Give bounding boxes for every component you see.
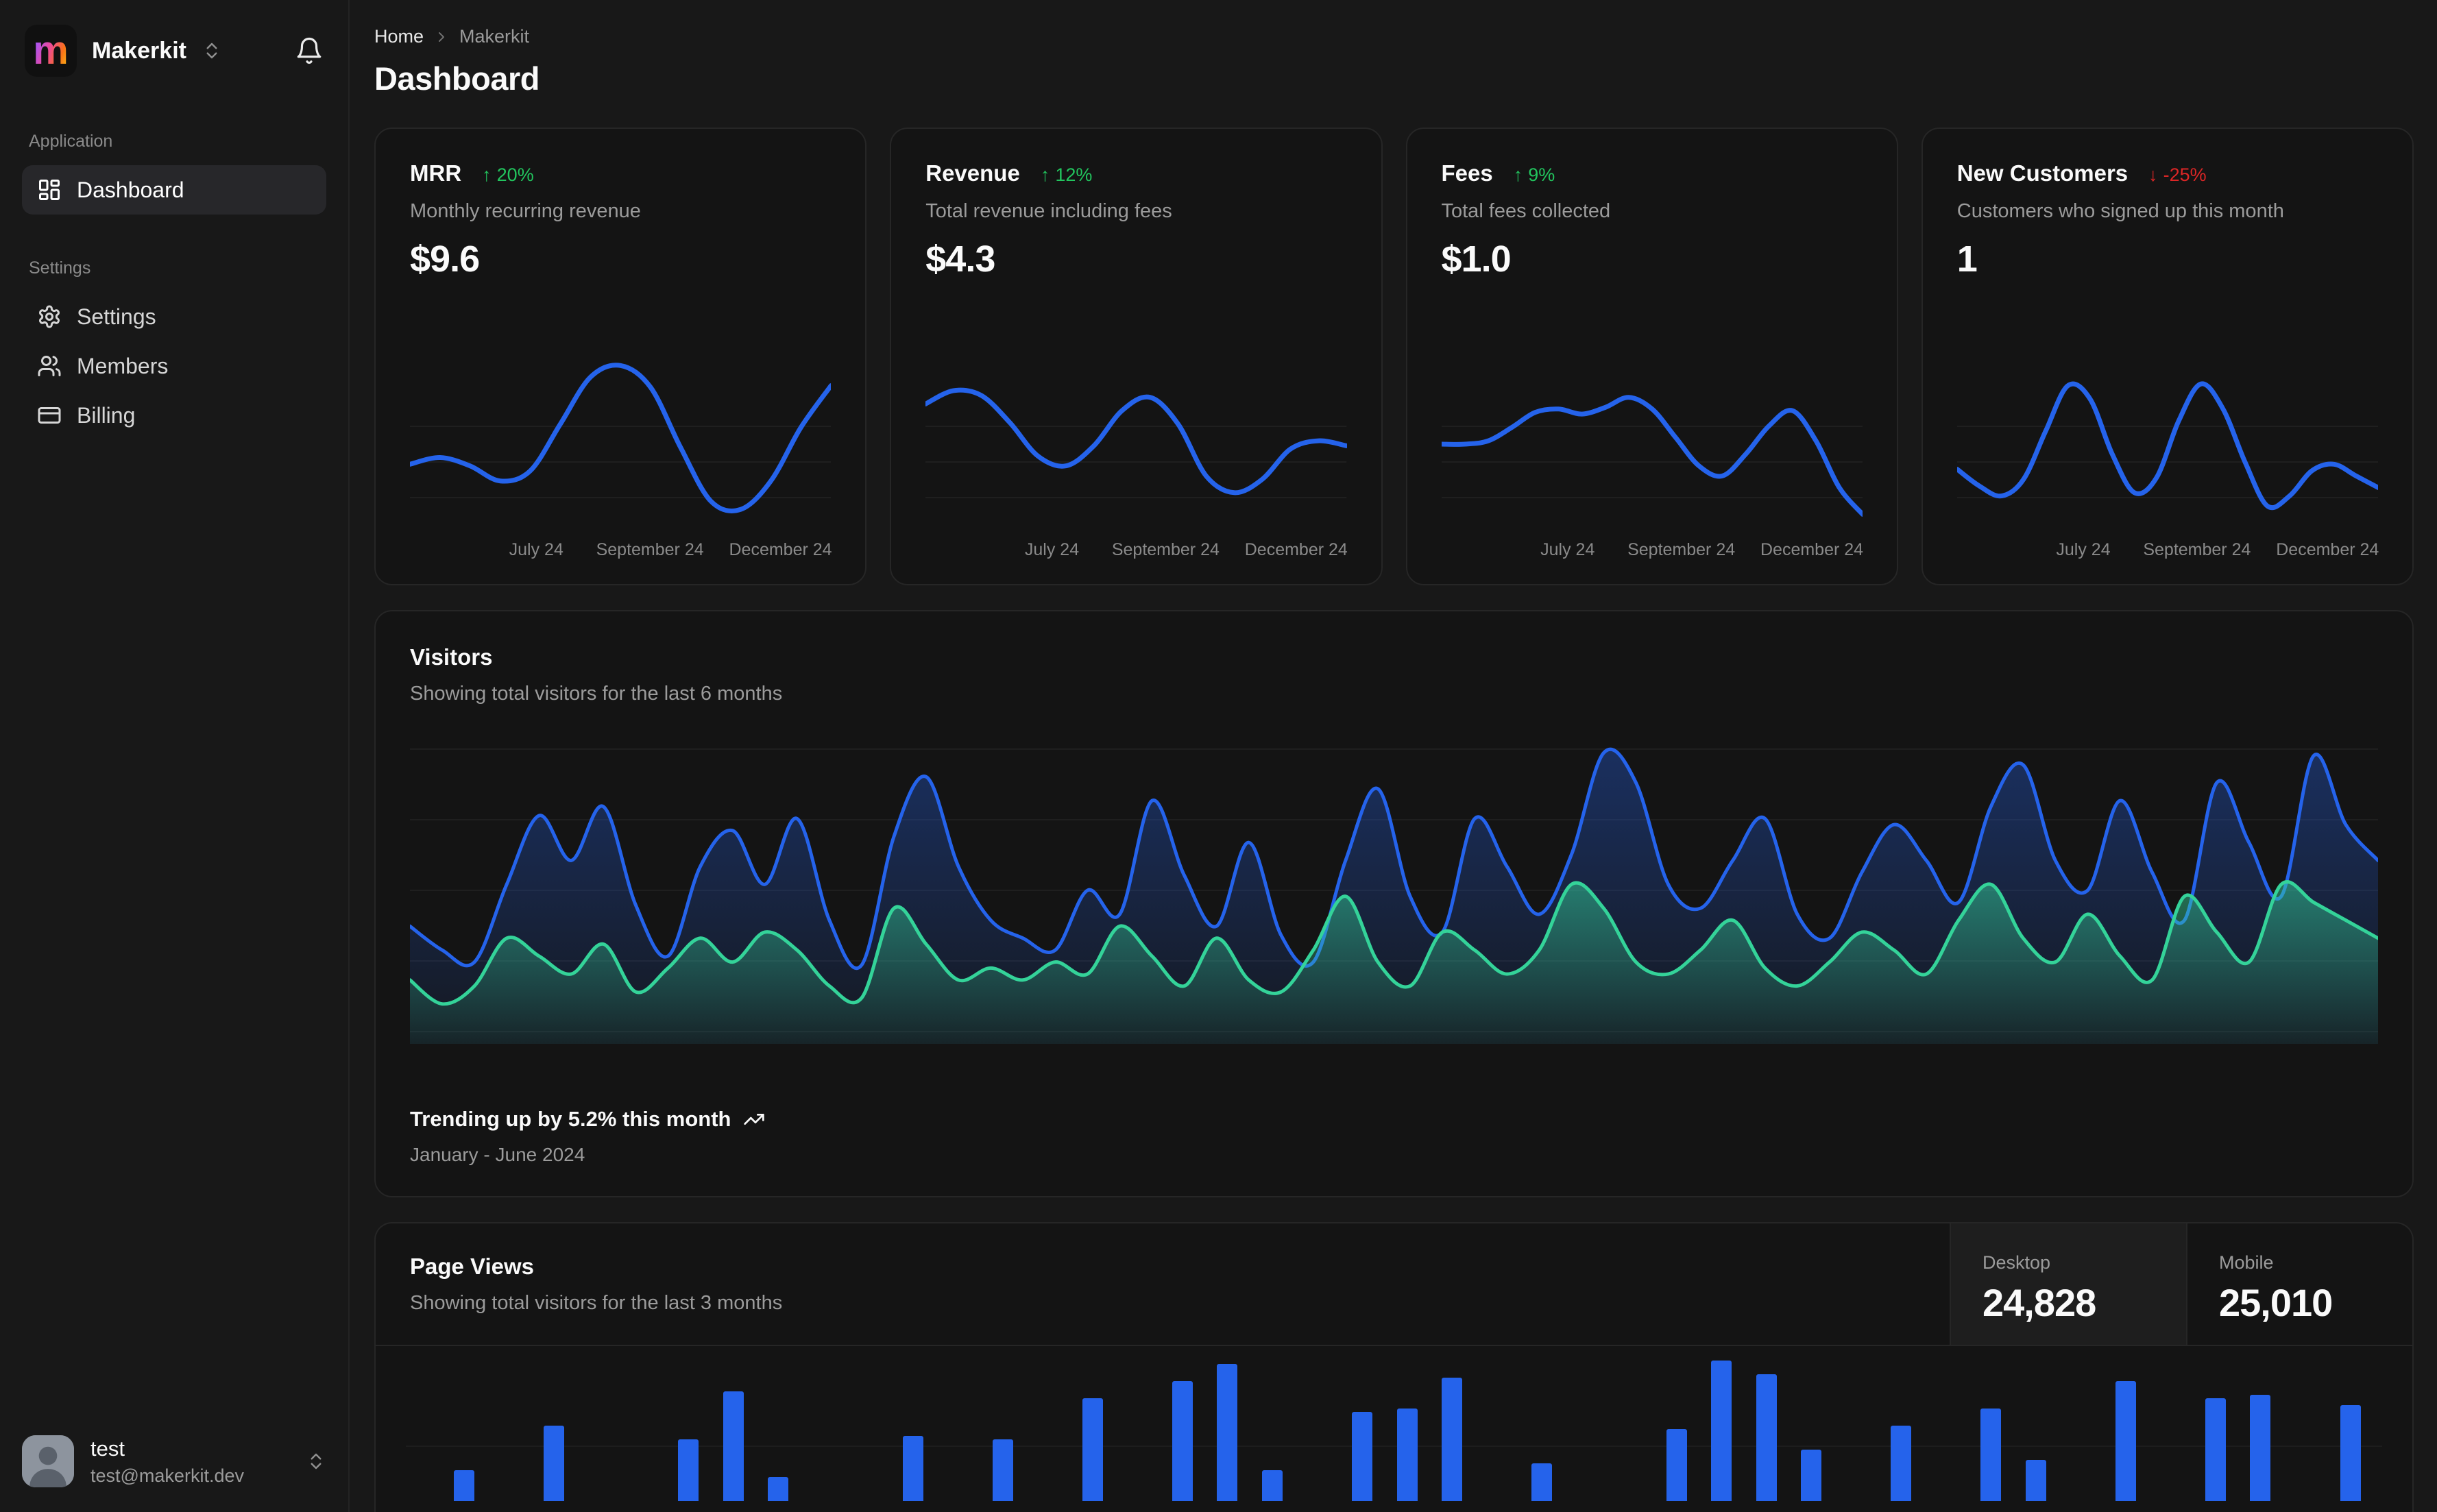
mobile-toggle[interactable]: Mobile 25,010 [2186, 1223, 2412, 1345]
makerkit-logo: m [25, 25, 77, 77]
new-customers-sparkline-chart: July 24 September 24 December 24 [1954, 355, 2381, 565]
visitors-area-chart [410, 737, 2378, 1044]
arrow-up-icon: ↑ [1513, 164, 1523, 185]
breadcrumb-home-link[interactable]: Home [374, 26, 424, 47]
stat-label: Desktop [1983, 1252, 2051, 1273]
x-axis-labels: July 24 September 24 December 24 [1024, 540, 1348, 559]
gear-icon [37, 304, 62, 329]
page-views-toggles: Desktop 24,828 Mobile 25,010 [1950, 1223, 2412, 1345]
stat-change-badge: ↑ 20% [482, 164, 534, 185]
section-label-settings: Settings [29, 258, 91, 278]
chevron-right-icon [433, 29, 450, 45]
stat-value: 24,828 [1983, 1281, 2096, 1324]
stat-subtitle: Customers who signed up this month [1956, 200, 2284, 222]
arrow-up-icon: ↑ [1040, 164, 1050, 185]
stat-card-revenue: Revenue ↑ 12% Total revenue including fe… [890, 127, 1383, 585]
arrow-down-icon: ↓ [2148, 164, 2158, 185]
page-views-header: Page Views Showing total visitors for th… [376, 1223, 2412, 1346]
stat-change-badge: ↑ 9% [1513, 164, 1555, 185]
user-info: test test@makerkit.dev [90, 1437, 244, 1487]
stat-card-new-customers: New Customers ↓ -25% Customers who signe… [1921, 127, 2414, 585]
user-menu-chevrons-icon [306, 1451, 326, 1472]
page-title: Dashboard [374, 60, 540, 97]
visitors-card: Visitors Showing total visitors for the … [374, 610, 2414, 1197]
user-menu[interactable]: test test@makerkit.dev [22, 1435, 326, 1487]
trend-text: Trending up by 5.2% this month [410, 1107, 731, 1131]
stat-title: Fees [1441, 160, 1493, 186]
stat-subtitle: Total fees collected [1441, 200, 1611, 222]
stat-cards-row: MRR ↑ 20% Monthly recurring revenue $9.6… [374, 127, 2414, 585]
arrow-up-icon: ↑ [482, 164, 492, 185]
dashboard-icon [37, 178, 62, 202]
stat-value: 25,010 [2219, 1281, 2333, 1324]
sidebar: m Makerkit Application Dashboard Setting… [0, 0, 350, 1512]
x-axis-labels: July 24 September 24 December 24 [2056, 540, 2379, 559]
credit-card-icon [37, 403, 62, 428]
stat-change-badge: ↑ 12% [1040, 164, 1093, 185]
stat-card-mrr: MRR ↑ 20% Monthly recurring revenue $9.6… [374, 127, 867, 585]
user-avatar [22, 1435, 74, 1487]
stat-subtitle: Total revenue including fees [925, 200, 1172, 222]
workspace-header: m Makerkit [22, 23, 326, 78]
breadcrumb-current: Makerkit [459, 26, 530, 47]
visitors-subtitle: Showing total visitors for the last 6 mo… [410, 683, 783, 705]
user-email: test@makerkit.dev [90, 1465, 244, 1486]
users-icon [37, 354, 62, 378]
stat-change-badge: ↓ -25% [2148, 164, 2207, 185]
stat-title: New Customers [1956, 160, 2129, 186]
x-axis-labels: July 24 September 24 December 24 [1540, 540, 1864, 559]
sidebar-item-dashboard[interactable]: Dashboard [22, 165, 326, 215]
sidebar-item-label: Members [77, 353, 169, 378]
trending-up-icon [743, 1108, 765, 1130]
notifications-bell-icon[interactable] [295, 36, 324, 65]
mrr-sparkline-chart: July 24 September 24 December 24 [407, 355, 834, 565]
sidebar-item-label: Dashboard [77, 177, 184, 202]
stat-value: $4.3 [925, 239, 995, 280]
workspace-selector-chevrons-icon[interactable] [202, 40, 222, 61]
main-content: Home Makerkit Dashboard MRR ↑ 20% Monthl… [351, 0, 2437, 1512]
stat-value: 1 [1956, 239, 1978, 280]
page-views-subtitle: Showing total visitors for the last 3 mo… [410, 1292, 783, 1314]
stat-value: $9.6 [410, 239, 480, 280]
page-views-card: Page Views Showing total visitors for th… [374, 1222, 2414, 1512]
stat-label: Mobile [2219, 1252, 2274, 1273]
sidebar-item-members[interactable]: Members [22, 341, 326, 391]
section-label-application: Application [29, 132, 113, 151]
desktop-toggle[interactable]: Desktop 24,828 [1950, 1223, 2186, 1345]
stat-title: Revenue [925, 160, 1020, 186]
page-views-title: Page Views [410, 1254, 535, 1279]
breadcrumb: Home Makerkit [374, 26, 2414, 47]
user-name: test [90, 1436, 125, 1461]
sidebar-item-label: Settings [77, 304, 156, 329]
sidebar-item-billing[interactable]: Billing [22, 391, 326, 440]
page-views-bar-chart [406, 1346, 2382, 1501]
date-range: January - June 2024 [410, 1144, 585, 1165]
stat-title: MRR [410, 160, 462, 186]
visitors-footer: Trending up by 5.2% this month January -… [410, 1107, 2378, 1166]
x-axis-labels: July 24 September 24 December 24 [509, 540, 832, 559]
sidebar-item-label: Billing [77, 402, 136, 428]
workspace-name: Makerkit [92, 37, 186, 64]
revenue-sparkline-chart: July 24 September 24 December 24 [923, 355, 1350, 565]
sidebar-item-settings[interactable]: Settings [22, 292, 326, 341]
fees-sparkline-chart: July 24 September 24 December 24 [1438, 355, 1865, 565]
stat-card-fees: Fees ↑ 9% Total fees collected $1.0 July… [1405, 127, 1898, 585]
visitors-title: Visitors [410, 644, 493, 670]
stat-value: $1.0 [1441, 239, 1512, 280]
stat-subtitle: Monthly recurring revenue [410, 200, 641, 222]
